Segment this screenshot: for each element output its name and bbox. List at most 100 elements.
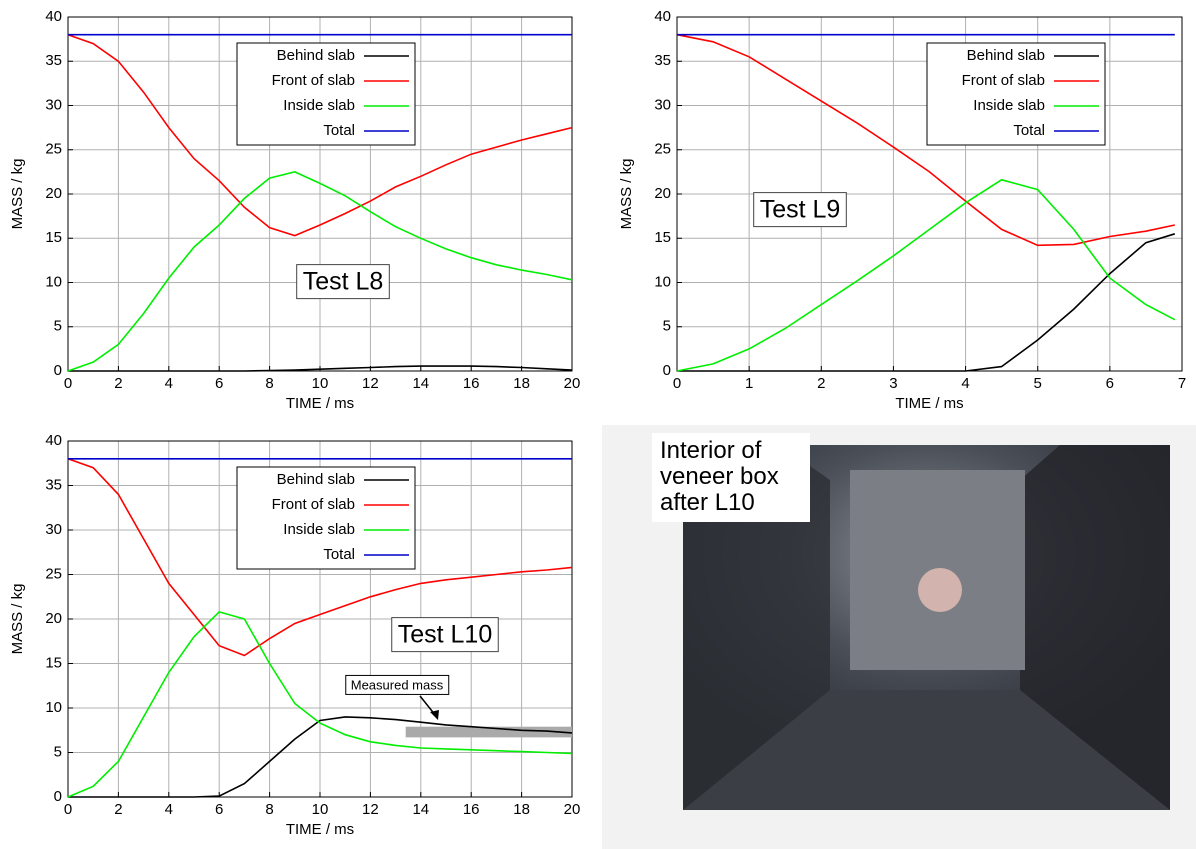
x-tick-label: 0: [64, 801, 72, 818]
test-label: Test L8: [303, 268, 384, 296]
x-tick-label: 18: [513, 801, 530, 818]
x-axis-label: TIME / ms: [286, 395, 354, 412]
y-tick-label: 35: [45, 52, 62, 69]
series-line: [67, 611, 573, 798]
legend-label: Behind slab: [967, 47, 1045, 64]
x-tick-label: 0: [673, 375, 681, 392]
test-label-box: [391, 617, 499, 653]
legend-label: Total: [323, 122, 355, 139]
test-label: Test L9: [760, 196, 841, 224]
x-tick-label: 8: [265, 375, 273, 392]
y-axis-label: MASS / kg: [618, 159, 635, 230]
plot-frame: [67, 440, 573, 798]
caption-line: veneer box: [660, 463, 779, 490]
y-axis-label: MASS / kg: [9, 159, 26, 230]
y-tick-label: 10: [654, 273, 671, 290]
x-tick-label: 6: [215, 375, 223, 392]
y-axis-label: MASS / kg: [9, 584, 26, 655]
annotation-box: [345, 674, 450, 695]
series-line: [677, 233, 1176, 372]
photo-light: [918, 568, 962, 612]
legend-label: Front of slab: [962, 72, 1045, 89]
legend-label: Inside slab: [283, 97, 355, 114]
y-tick-label: 20: [654, 185, 671, 202]
y-tick-label: 40: [45, 8, 62, 25]
y-tick-label: 15: [45, 229, 62, 246]
series-line: [68, 365, 573, 372]
y-tick-label: 40: [654, 8, 671, 25]
x-tick-label: 20: [564, 375, 581, 392]
x-tick-label: 2: [114, 801, 122, 818]
y-tick-label: 40: [45, 432, 62, 449]
series-line: [676, 33, 1175, 247]
y-tick-label: 5: [663, 318, 671, 335]
plot-frame: [67, 16, 573, 372]
y-tick-label: 15: [45, 654, 62, 671]
x-tick-label: 10: [312, 375, 329, 392]
y-tick-label: 5: [54, 743, 62, 760]
x-tick-label: 16: [463, 801, 480, 818]
y-tick-label: 10: [45, 273, 62, 290]
legend-label: Total: [323, 546, 355, 563]
x-tick-label: 2: [114, 375, 122, 392]
y-tick-label: 0: [663, 362, 671, 379]
x-tick-label: 3: [889, 375, 897, 392]
series-line: [67, 171, 573, 372]
y-tick-label: 30: [45, 521, 62, 538]
test-label-box: [753, 192, 847, 228]
photo-wall-left: [683, 445, 830, 810]
annotation: Measured mass: [351, 677, 444, 692]
x-tick-label: 16: [463, 375, 480, 392]
photo-wall-right: [1020, 445, 1170, 810]
x-tick-label: 0: [64, 375, 72, 392]
legend-box: [236, 466, 416, 570]
measured-band: [405, 726, 572, 738]
photo-floor: [683, 690, 1170, 810]
x-tick-label: 4: [961, 375, 969, 392]
x-tick-label: 5: [1034, 375, 1042, 392]
y-tick-label: 0: [54, 362, 62, 379]
caption-line: after L10: [660, 489, 755, 516]
y-tick-label: 25: [654, 141, 671, 158]
x-tick-label: 7: [1178, 375, 1186, 392]
x-axis-label: TIME / ms: [895, 395, 963, 412]
y-tick-label: 20: [45, 185, 62, 202]
x-axis-label: TIME / ms: [286, 821, 354, 838]
y-tick-label: 35: [45, 476, 62, 493]
y-tick-label: 25: [45, 141, 62, 158]
legend-label: Front of slab: [272, 496, 355, 513]
series-line: [68, 716, 573, 798]
x-tick-label: 10: [312, 801, 329, 818]
test-label-box: [296, 264, 390, 300]
legend-label: Inside slab: [973, 97, 1045, 114]
legend-label: Front of slab: [272, 72, 355, 89]
caption-line: Interior of: [660, 437, 762, 464]
x-tick-label: 18: [513, 375, 530, 392]
legend-label: Total: [1013, 122, 1045, 139]
photo-panel: Interior of veneer box after L10: [602, 425, 1196, 849]
y-tick-label: 0: [54, 788, 62, 805]
x-tick-label: 12: [362, 375, 379, 392]
x-tick-label: 8: [265, 801, 273, 818]
caption-box: [652, 433, 810, 522]
series-line: [67, 33, 573, 237]
series-line: [676, 178, 1176, 372]
y-tick-label: 15: [654, 229, 671, 246]
x-tick-label: 12: [362, 801, 379, 818]
x-tick-label: 6: [215, 801, 223, 818]
chart: 0 5 10 15 20 25 30 35 40 0 1 2 3 4 5 6 7 TIME / ms MASS / …: [618, 8, 1186, 412]
annotation-arrowhead: [430, 710, 439, 720]
legend-box: [236, 42, 416, 146]
x-tick-label: 14: [412, 375, 429, 392]
legend-box: [926, 42, 1106, 146]
legend-label: Inside slab: [283, 521, 355, 538]
legend-label: Behind slab: [277, 47, 355, 64]
chart: 0 5 10 15 20 25 30 35 40 0 2 4 6 8 10 12 14 16 18 20 TIME / …: [9, 8, 580, 412]
x-tick-label: 2: [817, 375, 825, 392]
x-tick-label: 6: [1106, 375, 1114, 392]
y-tick-label: 30: [45, 96, 62, 113]
photo-caption: Interior of veneer box after L10: [660, 437, 779, 516]
x-tick-label: 1: [745, 375, 753, 392]
x-tick-label: 14: [412, 801, 429, 818]
